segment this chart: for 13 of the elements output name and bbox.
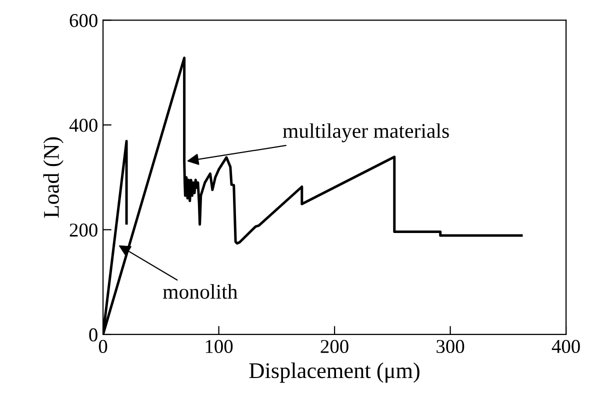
y-tick-label: 200 — [70, 224, 98, 237]
x-tick-label: 200 — [320, 340, 348, 354]
x-tick-label: 0 — [98, 340, 108, 354]
y-tick-label: 400 — [69, 118, 98, 132]
annotation: monolith — [162, 284, 238, 299]
x-tick-label: 300 — [436, 340, 464, 354]
y-axis-title: Load (N) — [43, 137, 64, 218]
x-tick-label: 100 — [206, 340, 233, 354]
y-tick-label: 0 — [89, 328, 98, 342]
annotation: multilayer materials — [282, 123, 449, 142]
y-tick-label: 600 — [70, 14, 98, 28]
x-axis-title: Displacement (μm) — [249, 362, 420, 383]
x-tick-label: 400 — [552, 340, 580, 354]
